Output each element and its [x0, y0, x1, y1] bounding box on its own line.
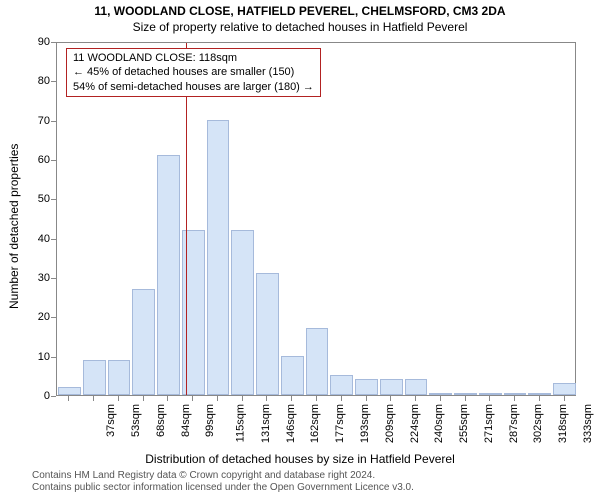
chart-container: 11, WOODLAND CLOSE, HATFIELD PEVEREL, CH…	[0, 0, 600, 500]
x-tick-label: 240sqm	[433, 404, 445, 443]
y-tick-mark	[51, 357, 56, 358]
histogram-bar	[454, 393, 477, 395]
histogram-bar	[83, 360, 106, 395]
y-tick-label: 70	[0, 115, 50, 127]
y-tick-label: 20	[0, 311, 50, 323]
x-tick-mark	[217, 396, 218, 401]
x-tick-label: 193sqm	[359, 404, 371, 443]
y-tick-label: 10	[0, 351, 50, 363]
histogram-bar	[355, 379, 378, 395]
x-tick-mark	[390, 396, 391, 401]
x-tick-label: 255sqm	[458, 404, 470, 443]
histogram-bar	[108, 360, 131, 395]
y-tick-mark	[51, 121, 56, 122]
x-tick-mark	[93, 396, 94, 401]
histogram-bar	[58, 387, 81, 395]
chart-title-line1: 11, WOODLAND CLOSE, HATFIELD PEVEREL, CH…	[0, 4, 600, 18]
x-tick-mark	[539, 396, 540, 401]
x-tick-label: 318sqm	[557, 404, 569, 443]
x-axis-label: Distribution of detached houses by size …	[0, 452, 600, 466]
annotation-line: 11 WOODLAND CLOSE: 118sqm	[73, 51, 314, 65]
histogram-bar	[504, 393, 527, 395]
x-tick-mark	[465, 396, 466, 401]
chart-title-line2: Size of property relative to detached ho…	[0, 20, 600, 34]
histogram-bar	[207, 120, 230, 395]
histogram-bar	[479, 393, 502, 395]
x-tick-label: 99sqm	[204, 404, 216, 437]
x-tick-label: 146sqm	[285, 404, 297, 443]
histogram-bar	[231, 230, 254, 395]
y-tick-label: 80	[0, 75, 50, 87]
x-tick-mark	[192, 396, 193, 401]
y-tick-mark	[51, 199, 56, 200]
histogram-bar	[256, 273, 279, 395]
footer-text: Contains HM Land Registry data © Crown c…	[32, 470, 414, 494]
x-tick-label: 224sqm	[409, 404, 421, 443]
x-tick-mark	[242, 396, 243, 401]
x-tick-mark	[266, 396, 267, 401]
x-tick-mark	[143, 396, 144, 401]
footer-line1: Contains HM Land Registry data © Crown c…	[32, 470, 414, 482]
x-tick-label: 302sqm	[532, 404, 544, 443]
histogram-bar	[132, 289, 155, 395]
x-tick-label: 53sqm	[130, 404, 142, 437]
histogram-bar	[306, 328, 329, 395]
y-tick-mark	[51, 239, 56, 240]
y-tick-mark	[51, 42, 56, 43]
y-tick-label: 0	[0, 390, 50, 402]
x-tick-label: 209sqm	[384, 404, 396, 443]
footer-line2: Contains public sector information licen…	[32, 482, 414, 494]
annotation-line: ← 45% of detached houses are smaller (15…	[73, 65, 314, 79]
x-tick-mark	[118, 396, 119, 401]
y-tick-mark	[51, 317, 56, 318]
histogram-bar	[330, 375, 353, 395]
x-tick-mark	[68, 396, 69, 401]
histogram-bar	[380, 379, 403, 395]
annotation-box: 11 WOODLAND CLOSE: 118sqm← 45% of detach…	[66, 48, 321, 97]
x-tick-mark	[489, 396, 490, 401]
y-axis-label: Number of detached properties	[7, 144, 21, 309]
x-tick-mark	[341, 396, 342, 401]
x-tick-label: 177sqm	[334, 404, 346, 443]
histogram-bar	[157, 155, 180, 395]
histogram-bar	[553, 383, 576, 395]
y-tick-mark	[51, 160, 56, 161]
y-tick-label: 90	[0, 36, 50, 48]
x-tick-label: 131sqm	[260, 404, 272, 443]
y-tick-mark	[51, 396, 56, 397]
x-tick-label: 333sqm	[582, 404, 594, 443]
histogram-bar	[405, 379, 428, 395]
x-tick-label: 287sqm	[508, 404, 520, 443]
histogram-bar	[528, 393, 551, 395]
annotation-line: 54% of semi-detached houses are larger (…	[73, 80, 314, 94]
x-tick-label: 115sqm	[235, 404, 247, 442]
x-tick-mark	[440, 396, 441, 401]
x-tick-mark	[167, 396, 168, 401]
y-tick-mark	[51, 278, 56, 279]
x-tick-label: 68sqm	[155, 404, 167, 437]
x-tick-mark	[514, 396, 515, 401]
y-tick-mark	[51, 81, 56, 82]
x-tick-label: 162sqm	[310, 404, 322, 443]
x-tick-mark	[316, 396, 317, 401]
x-tick-label: 37sqm	[105, 404, 117, 437]
x-tick-mark	[564, 396, 565, 401]
x-tick-mark	[366, 396, 367, 401]
x-tick-mark	[291, 396, 292, 401]
x-tick-label: 84sqm	[180, 404, 192, 437]
x-tick-mark	[415, 396, 416, 401]
histogram-bar	[429, 393, 452, 395]
histogram-bar	[281, 356, 304, 395]
x-tick-label: 271sqm	[483, 404, 495, 443]
